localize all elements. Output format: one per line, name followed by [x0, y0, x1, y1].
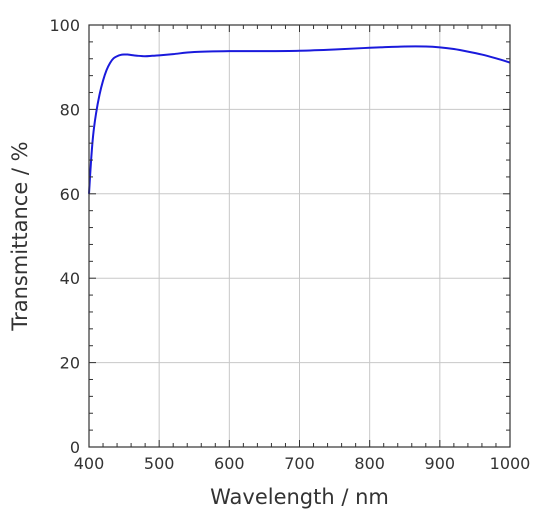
- y-tick-label: 0: [70, 438, 80, 457]
- grid-lines: [89, 25, 510, 447]
- x-tick-label: 400: [74, 454, 105, 473]
- x-tick-label: 1000: [490, 454, 531, 473]
- y-tick-label: 80: [60, 100, 80, 119]
- tick-labels: 400 500 600 700 800 900 1000 0 20 40 60 80 100: [49, 16, 530, 473]
- y-tick-label: 60: [60, 185, 80, 204]
- y-tick-label: 40: [60, 269, 80, 288]
- x-tick-label: 800: [354, 454, 385, 473]
- x-tick-label: 900: [425, 454, 456, 473]
- transmittance-series-line: [88, 45, 511, 194]
- x-axis-title: Wavelength / nm: [210, 485, 389, 509]
- y-axis-title: Transmittance / %: [8, 141, 32, 331]
- y-tick-label: 20: [60, 354, 80, 373]
- x-tick-label: 700: [284, 454, 315, 473]
- series-layer: [88, 45, 511, 194]
- axis-ticks: [88, 24, 511, 448]
- x-tick-label: 600: [214, 454, 245, 473]
- x-tick-label: 500: [144, 454, 175, 473]
- y-tick-label: 100: [49, 16, 80, 35]
